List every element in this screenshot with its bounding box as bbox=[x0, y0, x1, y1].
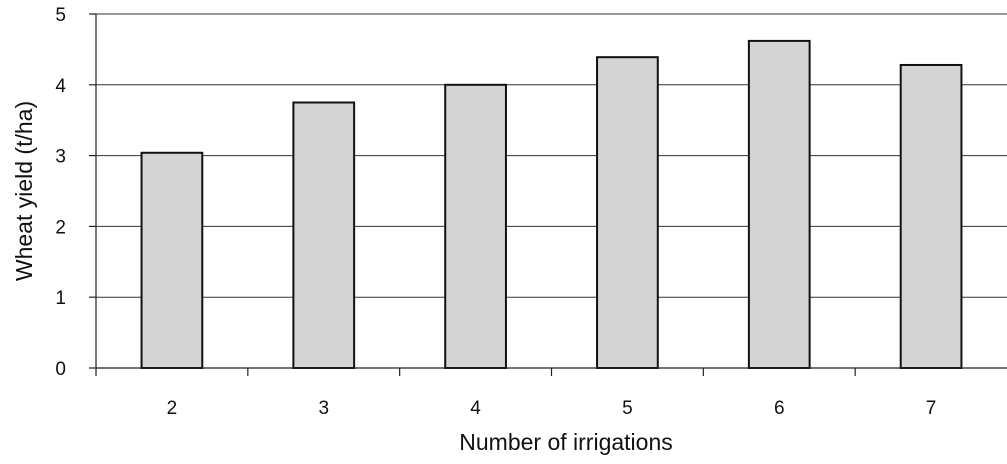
y-tick-label: 5 bbox=[55, 5, 66, 26]
bar-2 bbox=[140, 151, 204, 369]
bar-5 bbox=[596, 56, 659, 370]
y-axis-ticks: 0 1 2 3 4 5 bbox=[55, 5, 96, 380]
bar-7 bbox=[899, 63, 963, 369]
x-tick-label: 7 bbox=[926, 398, 937, 419]
x-tick-label: 2 bbox=[167, 398, 178, 419]
y-tick-label: 1 bbox=[55, 288, 66, 309]
bar-3 bbox=[292, 101, 356, 369]
x-tick-label: 3 bbox=[318, 398, 329, 419]
y-tick-label: 2 bbox=[55, 217, 66, 238]
grid-lines bbox=[96, 13, 1007, 298]
y-tick-label: 0 bbox=[55, 359, 66, 380]
bar-6 bbox=[747, 39, 811, 370]
bar-4 bbox=[444, 83, 507, 370]
y-tick-label: 3 bbox=[55, 147, 66, 168]
x-tick-label: 6 bbox=[774, 398, 785, 419]
y-tick-label: 4 bbox=[55, 76, 66, 97]
x-tick-label: 4 bbox=[470, 398, 481, 419]
x-axis-ticks: 2 3 4 5 6 7 bbox=[95, 368, 937, 419]
x-tick-label: 5 bbox=[622, 398, 633, 419]
x-axis-title: Number of irrigations bbox=[459, 429, 672, 455]
bars bbox=[140, 39, 963, 370]
y-axis-title: Wheat yield (t/ha) bbox=[11, 101, 37, 281]
